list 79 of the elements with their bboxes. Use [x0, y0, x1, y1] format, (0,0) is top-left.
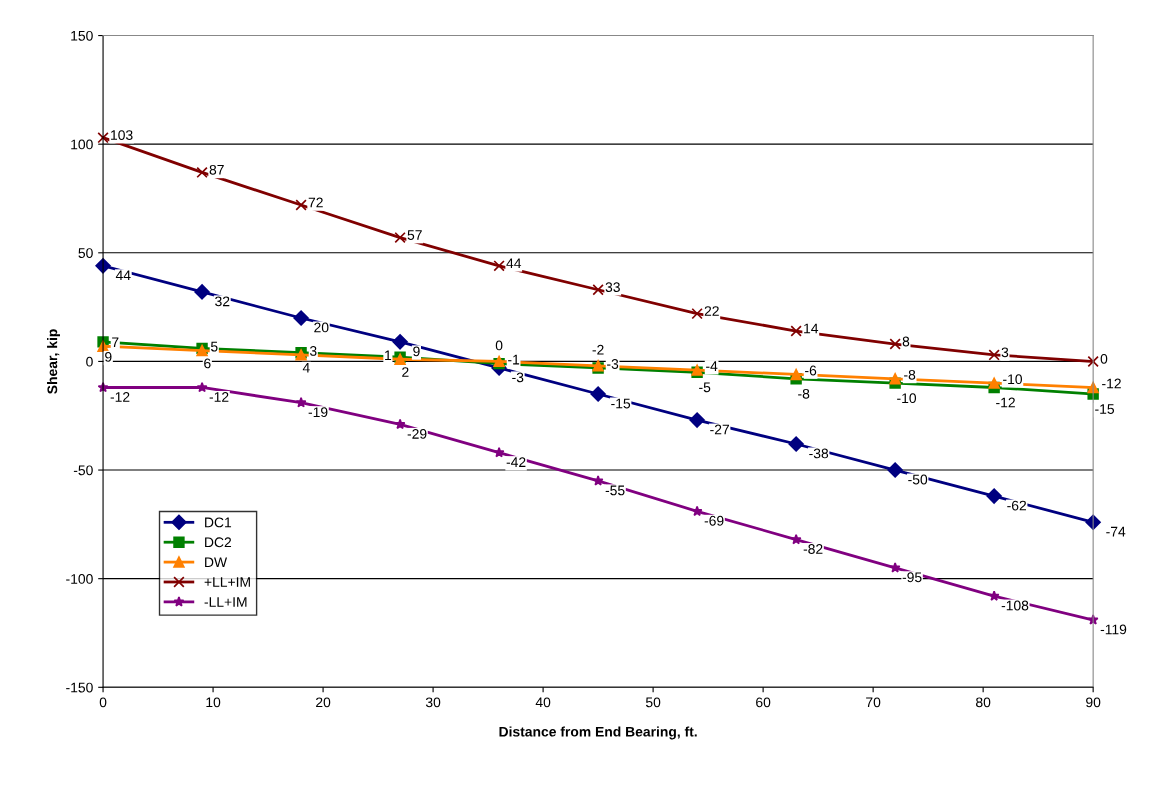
- data-label: 4: [302, 362, 310, 373]
- y-tick-label: -50: [73, 465, 93, 476]
- x-tick-label: 20: [316, 697, 331, 708]
- y-tick-label: -150: [66, 682, 93, 693]
- y-tick-label: -100: [66, 574, 93, 584]
- data-label: 2: [402, 367, 409, 377]
- data-label: 87: [209, 164, 224, 175]
- x-tick-label: 0: [99, 697, 107, 708]
- y-tick-label: 100: [71, 139, 93, 150]
- data-label: -2: [592, 344, 604, 355]
- data-label: -29: [407, 428, 427, 439]
- data-label: 32: [215, 296, 230, 307]
- data-label: -119: [1100, 624, 1127, 635]
- data-label: -69: [704, 515, 724, 526]
- x-tick-label: 90: [1086, 697, 1101, 708]
- data-label: 5: [210, 341, 218, 352]
- data-label: -19: [308, 407, 328, 418]
- data-label: -8: [798, 388, 810, 399]
- data-label: 33: [605, 282, 620, 293]
- data-label: -50: [908, 474, 928, 485]
- y-tick-label: 0: [86, 356, 93, 367]
- data-label: -12: [110, 392, 130, 402]
- data-label: 44: [506, 258, 522, 269]
- data-label: -38: [809, 448, 829, 459]
- data-label: 22: [704, 306, 719, 316]
- data-label: 103: [111, 130, 133, 140]
- data-label: 0: [495, 340, 503, 351]
- x-tick-label: 10: [206, 697, 221, 708]
- data-label: -12: [209, 392, 229, 402]
- data-label: -12: [1102, 378, 1121, 389]
- x-tick-label: 40: [535, 697, 551, 708]
- data-label: 8: [902, 336, 910, 347]
- data-label: 44: [115, 270, 131, 281]
- data-label: -108: [1001, 600, 1029, 611]
- data-label: -6: [805, 365, 817, 376]
- data-label: -27: [710, 424, 729, 435]
- data-label: -62: [1007, 500, 1027, 511]
- data-label: 6: [204, 358, 211, 369]
- data-label: -74: [1106, 526, 1126, 537]
- data-label: 3: [309, 346, 317, 356]
- legend-label: DC1: [205, 517, 232, 528]
- data-label: 1: [385, 350, 392, 361]
- y-tick-label: 50: [78, 248, 93, 258]
- data-label: -82: [803, 544, 823, 554]
- x-tick-label: 30: [425, 697, 441, 708]
- legend-label: -LL+IM: [204, 597, 247, 607]
- data-label: 14: [804, 323, 819, 334]
- data-label: 3: [1001, 347, 1009, 358]
- data-label: 7: [112, 337, 119, 348]
- data-label: -15: [611, 398, 631, 409]
- legend-label: +LL+IM: [204, 577, 250, 587]
- x-axis-title: Distance from End Bearing, ft.: [499, 726, 697, 740]
- data-label: 20: [314, 322, 329, 333]
- data-label: -3: [512, 372, 524, 383]
- data-label: -95: [902, 572, 922, 583]
- data-label: -3: [607, 359, 619, 369]
- data-label: -4: [706, 361, 718, 371]
- data-label: -12: [996, 397, 1015, 408]
- data-label: -10: [897, 393, 917, 404]
- data-label: 9: [413, 346, 420, 357]
- data-label: 0: [1100, 353, 1108, 364]
- y-axis-title: Shear, kip: [47, 329, 60, 394]
- data-label: 9: [105, 351, 112, 362]
- x-tick-label: 50: [645, 697, 661, 708]
- x-tick-label: 80: [976, 697, 991, 708]
- y-tick-label: 150: [71, 30, 93, 41]
- data-label: 57: [407, 230, 422, 240]
- data-label: -15: [1095, 404, 1115, 414]
- data-label: 72: [308, 197, 323, 208]
- legend-label: DW: [205, 557, 228, 567]
- data-label: -55: [605, 485, 625, 496]
- data-label: -10: [1003, 374, 1023, 385]
- x-tick-label: 70: [866, 697, 881, 708]
- legend-label: DC2: [205, 537, 232, 548]
- x-tick-label: 60: [756, 697, 771, 708]
- data-label: -8: [904, 369, 916, 380]
- data-label: -1: [508, 354, 520, 365]
- data-label: -5: [699, 382, 711, 393]
- data-label: -42: [506, 457, 526, 467]
